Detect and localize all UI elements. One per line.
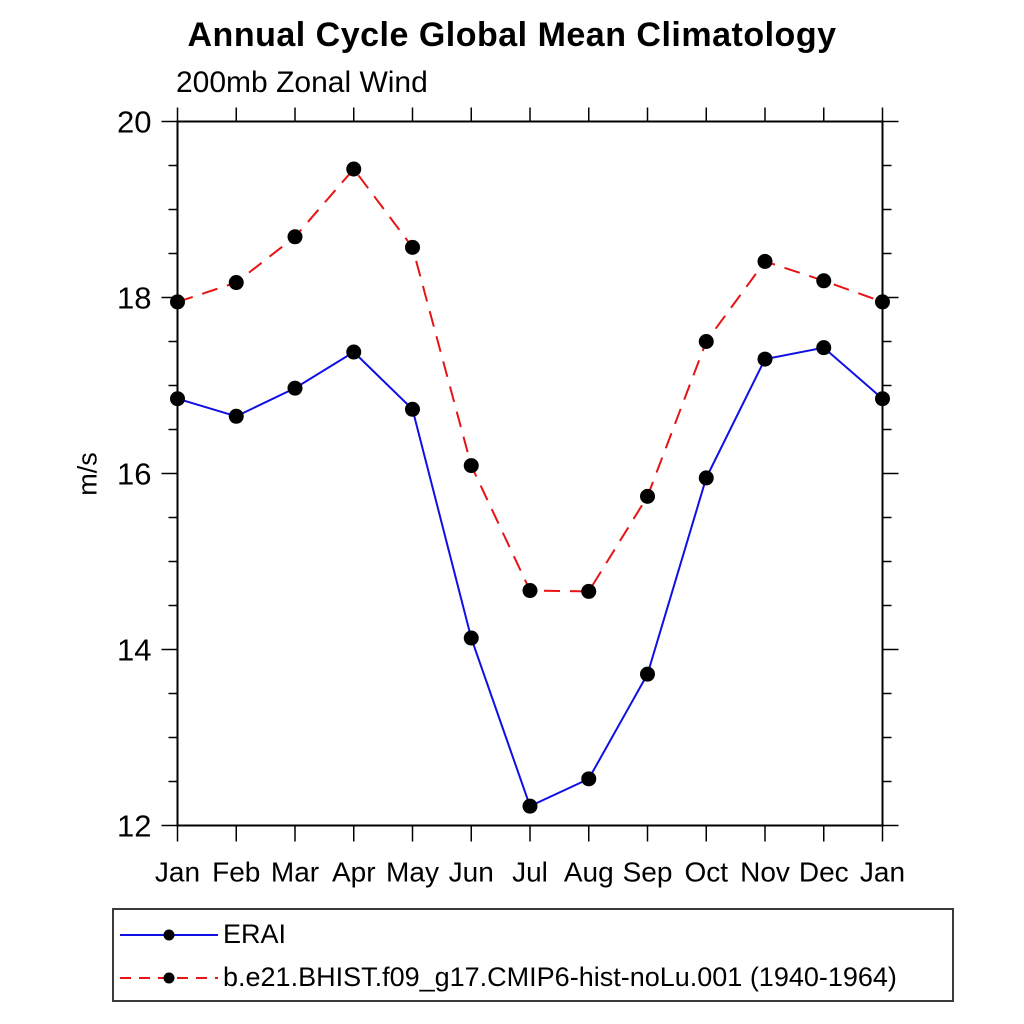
x-tick-label: Mar [271,857,319,888]
x-tick-label: Dec [799,857,849,888]
chart-subtitle: 200mb Zonal Wind [176,66,428,99]
x-tick-label: May [386,857,439,888]
plot-frame [176,120,884,827]
data-point-model [405,239,420,255]
x-tick-label: Jun [449,857,494,888]
data-point-erai [816,340,832,356]
legend-item-model: b.e21.BHIST.f09_g17.CMIP6-hist-noLu.001 … [114,956,952,999]
x-tick-label: Jan [860,857,905,888]
x-tick-label: Feb [212,857,260,888]
data-point-erai [170,391,185,407]
data-point-erai [640,666,655,682]
data-point-model [698,334,714,349]
data-point-erai [228,408,244,424]
data-point-model [522,583,538,599]
legend: ERAI b.e21.BHIST.f09_g17.CMIP6-hist-noLu… [112,908,954,1002]
series-line-model [177,167,883,593]
data-point-model [875,294,890,310]
data-point-erai [405,401,420,417]
data-point-erai [346,344,362,360]
x-tick-label: Oct [684,857,728,888]
data-point-erai [287,380,303,396]
data-point-erai [522,798,538,814]
y-tick-label: 20 [117,105,151,140]
data-point-erai [757,351,773,367]
data-point-erai [875,391,890,407]
data-point-model [757,253,773,269]
data-point-model [640,488,655,504]
x-tick-label: Jan [155,857,200,888]
x-tick-label: Jul [512,857,548,888]
legend-item-erai: ERAI [114,913,952,956]
x-tick-label: Nov [740,857,790,888]
legend-line-sample-dashed [120,972,218,983]
data-point-model [287,229,303,245]
data-point-erai [698,470,714,486]
legend-marker-dot [163,929,175,940]
data-point-model [170,294,185,310]
data-point-model [228,275,244,291]
x-tick-label: Sep [623,857,673,888]
legend-marker-dot [163,972,175,983]
chart-title: Annual Cycle Global Mean Climatology [187,16,837,54]
legend-label-erai: ERAI [223,919,287,949]
legend-label-model: b.e21.BHIST.f09_g17.CMIP6-hist-noLu.001 … [223,962,897,992]
x-tick-label: Aug [564,857,614,888]
y-tick-label: 16 [117,457,151,492]
data-point-erai [581,771,597,787]
data-point-model [463,458,479,474]
data-point-erai [463,630,479,646]
y-tick-label: 12 [117,809,151,844]
data-point-model [346,161,362,177]
x-tick-label: Apr [332,857,376,888]
data-point-model [581,583,597,599]
legend-line-sample-solid [120,929,218,940]
y-tick-label: 14 [117,633,151,668]
y-tick-label: 18 [117,281,151,316]
data-point-model [816,273,832,289]
series-line-erai [177,346,884,808]
